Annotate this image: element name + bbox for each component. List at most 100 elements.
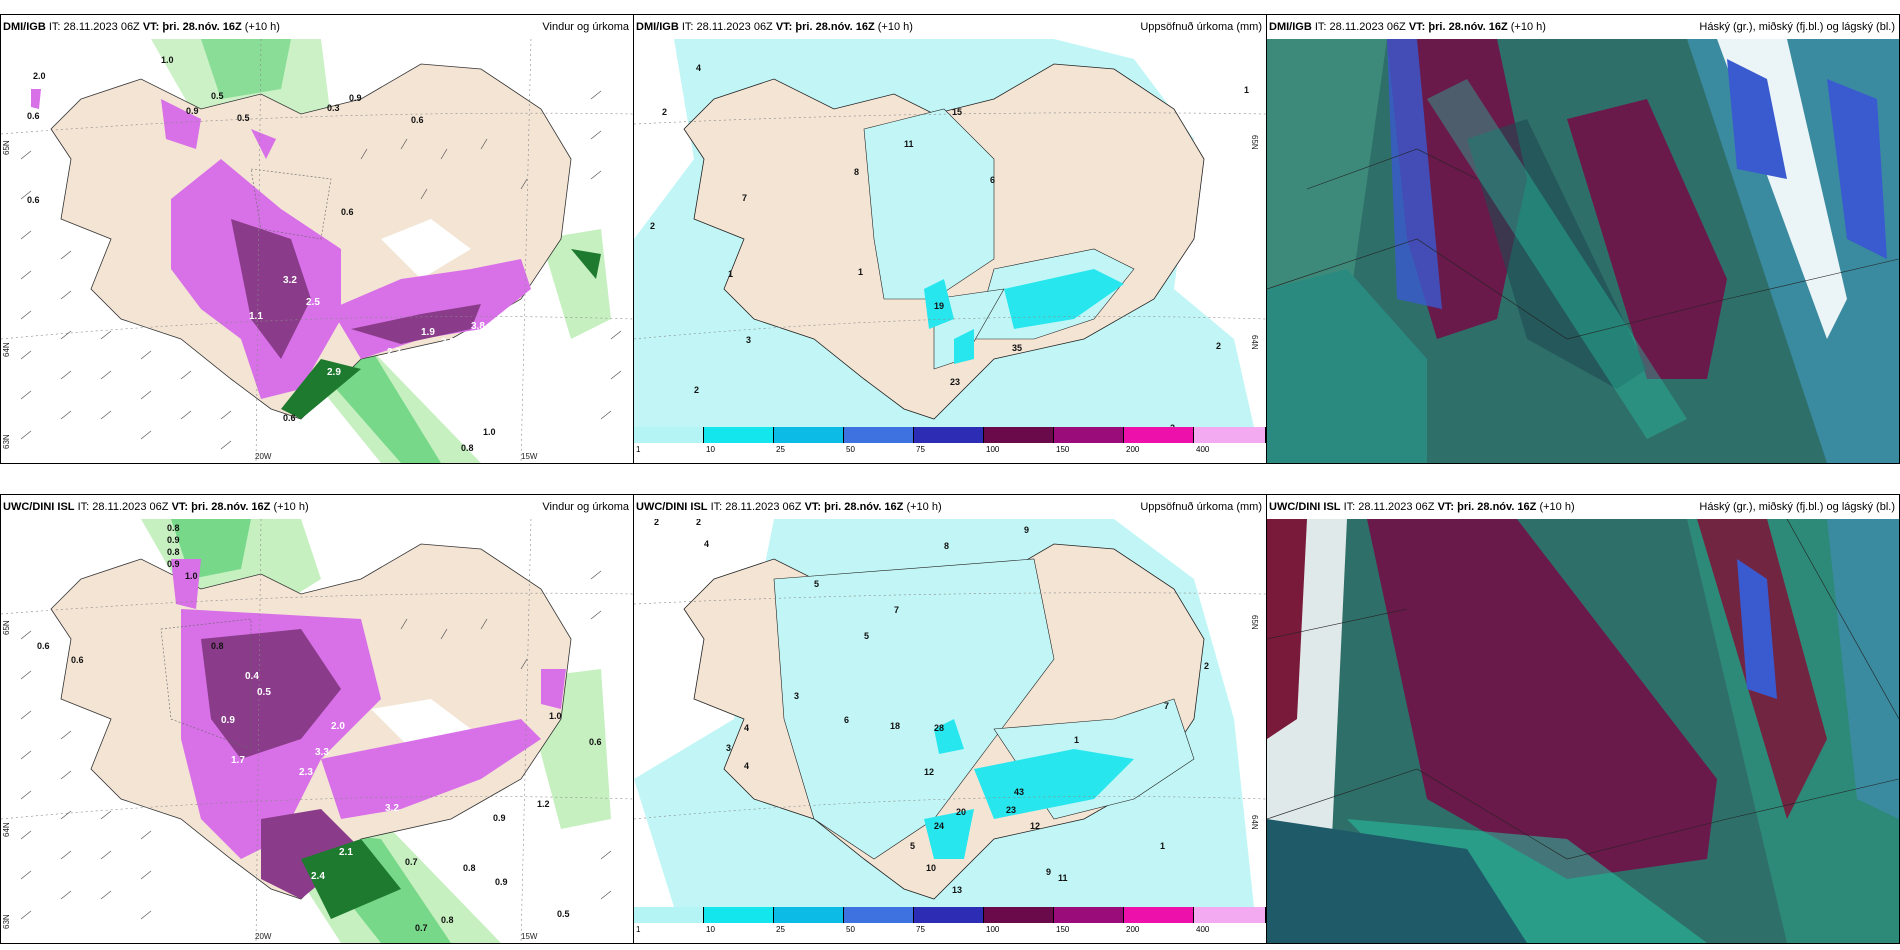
- init-time: 28.11.2023 06Z: [1329, 21, 1406, 33]
- precip-label: 0.6: [27, 195, 40, 205]
- accum-label: 1: [728, 269, 733, 279]
- panel-title: Háský (gr.), miðský (fj.bl.) og lágský (…: [1699, 501, 1895, 513]
- accum-label: 35: [1012, 343, 1022, 353]
- accum-label: 5: [910, 841, 915, 851]
- lat-label: 64N: [1250, 335, 1259, 350]
- precip-label: 0.5: [557, 909, 570, 919]
- map-accum-precip: 4 2 1 15 11 6 8 7 2 1 3 19 35 23 2 1 2 2…: [634, 39, 1266, 427]
- precip-label: 3.8: [441, 337, 455, 348]
- legend-label: 200: [1126, 445, 1140, 454]
- legend-label: 150: [1056, 445, 1070, 454]
- legend-swatch: [1194, 427, 1266, 443]
- precip-label: 0.6: [283, 413, 296, 423]
- map-wind-precip: 0.8 0.9 0.8 0.9 1.0 0.6 0.6 0.8 0.4 0.5 …: [1, 519, 633, 943]
- legend-label: 50: [846, 925, 855, 934]
- legend-label: 10: [706, 445, 715, 454]
- precip-label: 0.5: [257, 687, 271, 698]
- panel-title: Uppsöfnuð úrkoma (mm): [1140, 501, 1262, 513]
- panel-header: DMI/IGB IT: 28.11.2023 06Z VT: þri. 28.n…: [1, 15, 633, 39]
- legend-label: 1: [636, 445, 641, 454]
- precip-label: 0.5: [211, 91, 224, 101]
- panel-wind-precip-dmi: DMI/IGB IT: 28.11.2023 06Z VT: þri. 28.n…: [0, 14, 634, 464]
- accum-label: 9: [1046, 867, 1051, 877]
- precip-label: 1.7: [231, 755, 245, 766]
- map-wind-precip: 2.0 1.0 0.6 0.5 0.9 0.5 0.3 0.9 0.6 0.6 …: [1, 39, 633, 463]
- panel-header: UWC/DINI ISL IT: 28.11.2023 06Z VT: þri.…: [634, 495, 1266, 519]
- vt-label: VT:: [1408, 21, 1426, 33]
- precip-label: 3.2: [385, 803, 399, 814]
- precip-label: 0.6: [341, 207, 354, 217]
- precip-label: 1.0: [483, 427, 496, 437]
- accum-label: 12: [924, 767, 934, 777]
- precip-label: 0.8: [167, 547, 180, 557]
- accum-label: 3: [726, 743, 731, 753]
- precip-label: 1.0: [549, 711, 562, 721]
- accum-label: 1: [858, 267, 863, 277]
- accum-label: 24: [934, 821, 944, 831]
- lat-label: 64N: [2, 822, 11, 837]
- map-clouds: [1267, 39, 1899, 463]
- model-name: UWC/DINI ISL: [1269, 501, 1341, 513]
- legend-label: 400: [1196, 445, 1210, 454]
- precip-label: 1.0: [185, 571, 198, 581]
- accum-label: 11: [1058, 873, 1068, 883]
- accum-label: 6: [844, 715, 849, 725]
- legend-swatch: [704, 907, 774, 923]
- accum-label: 7: [742, 193, 747, 203]
- accum-label: 1: [1160, 841, 1165, 851]
- init-time: 28.11.2023 06Z: [725, 501, 802, 513]
- it-label: IT:: [1343, 501, 1356, 513]
- panel-title: Vindur og úrkoma: [542, 501, 629, 513]
- precip-label: 0.9: [186, 106, 199, 116]
- accum-label: 7: [894, 605, 899, 615]
- lead-time: (+10 h): [1510, 21, 1546, 33]
- it-label: IT:: [1314, 21, 1327, 33]
- accum-label: 20: [956, 807, 966, 817]
- lon-label: 15W: [521, 932, 538, 941]
- precip-label: 0.6: [589, 737, 602, 747]
- precip-label: 0.8: [461, 443, 474, 453]
- lat-label: 65N: [2, 140, 11, 155]
- lon-label: 20W: [255, 932, 272, 941]
- legend-swatch: [1054, 907, 1124, 923]
- precip-label: 1.0: [161, 55, 174, 65]
- legend-swatch: [984, 907, 1054, 923]
- accum-label: 43: [1014, 787, 1024, 797]
- precip-label: 2.3: [387, 347, 401, 358]
- panel-title: Vindur og úrkoma: [542, 21, 629, 33]
- legend-swatch: [914, 907, 984, 923]
- panel-header: UWC/DINI ISL IT: 28.11.2023 06Z VT: þri.…: [1267, 495, 1899, 519]
- precip-label: 2.5: [306, 297, 320, 308]
- legend-swatch: [1124, 907, 1194, 923]
- precip-label: 0.6: [27, 111, 40, 121]
- legend-swatch: [1124, 427, 1194, 443]
- accum-label: 9: [1024, 525, 1029, 535]
- accum-label: 5: [864, 631, 869, 641]
- init-time: 28.11.2023 06Z: [1358, 501, 1435, 513]
- precip-label: 0.9: [167, 535, 180, 545]
- valid-time: þri. 28.nóv. 16Z: [191, 501, 271, 513]
- precip-label: 0.9: [167, 559, 180, 569]
- accum-label: 2: [650, 221, 655, 231]
- legend-label: 75: [916, 445, 925, 454]
- lon-label: 20W: [255, 452, 272, 461]
- panel-title: Háský (gr.), miðský (fj.bl.) og lágský (…: [1699, 21, 1895, 33]
- valid-time: þri. 28.nóv. 16Z: [1428, 21, 1508, 33]
- lead-time: (+10 h): [906, 501, 942, 513]
- lat-label: 63N: [2, 434, 11, 449]
- precip-label: 1.2: [537, 799, 550, 809]
- accum-label: 4: [696, 63, 701, 73]
- accum-label: 2: [694, 385, 699, 395]
- panel-header: UWC/DINI ISL IT: 28.11.2023 06Z VT: þri.…: [1, 495, 633, 519]
- accum-label: 1: [1244, 85, 1249, 95]
- accum-label: 3: [794, 691, 799, 701]
- accum-label: 12: [1030, 821, 1040, 831]
- init-time: 28.11.2023 06Z: [696, 21, 773, 33]
- accum-label: 2: [696, 519, 701, 527]
- legend-label: 10: [706, 925, 715, 934]
- it-label: IT:: [77, 501, 90, 513]
- accum-label: 4: [744, 723, 749, 733]
- model-name: DMI/IGB: [1269, 21, 1312, 33]
- legend-label: 25: [776, 925, 785, 934]
- legend-swatch: [774, 907, 844, 923]
